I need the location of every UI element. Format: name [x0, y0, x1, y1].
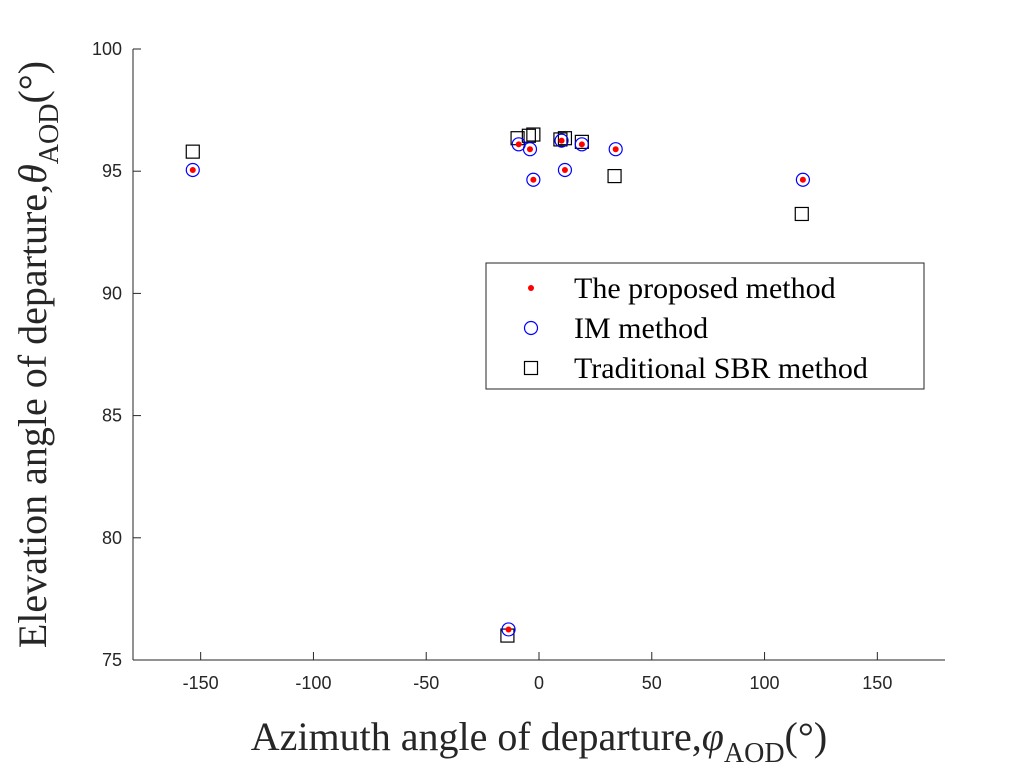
series-dot	[189, 137, 806, 633]
circle-point	[795, 172, 811, 187]
circle-point	[554, 133, 569, 148]
dot-point	[515, 141, 522, 148]
dot-point	[189, 166, 196, 173]
x-axis-label: Azimuth angle of departure,φAOD(°)	[251, 714, 827, 769]
legend-circle-icon	[523, 320, 539, 336]
data-marks	[185, 127, 811, 643]
dot-point	[558, 137, 565, 144]
legend-label: IM method	[574, 312, 708, 345]
x-tick-label: 100	[750, 673, 780, 693]
dot-point	[526, 146, 533, 153]
square-point	[185, 144, 200, 159]
legend: The proposed method IM method Traditional …	[485, 262, 925, 390]
legend-label: The proposed method	[574, 272, 836, 305]
circle-point	[608, 142, 623, 157]
x-tick-label: 150	[862, 673, 892, 693]
circle-point	[522, 142, 538, 157]
square-point	[607, 168, 622, 184]
x-tick-label: 50	[642, 673, 662, 693]
dot-point	[561, 166, 568, 173]
x-tick-label: 0	[534, 673, 544, 693]
square-point	[526, 127, 541, 142]
y-tick-label: 80	[102, 528, 122, 548]
dot-point	[612, 146, 619, 153]
circle-point	[501, 622, 516, 637]
y-axis-label: Elevation angle of departure,θAOD(°)	[10, 61, 65, 648]
x-tick-label: -50	[413, 673, 439, 693]
circle-point	[574, 137, 589, 152]
dot-point	[799, 176, 806, 183]
circle-point	[557, 162, 573, 178]
dot-point	[578, 141, 585, 148]
legend-dot-icon	[528, 285, 534, 291]
circle-point	[185, 162, 200, 178]
legend-item: IM method	[523, 312, 708, 345]
x-tick-label: -150	[183, 673, 219, 693]
y-tick-label: 85	[102, 406, 122, 426]
x-axis-ticks: -150 -100 -50 0 50 100 150	[183, 652, 892, 693]
x-tick-label: -100	[295, 673, 331, 693]
legend-item: Traditional SBR method	[523, 352, 868, 385]
dot-point	[530, 176, 537, 183]
circle-point	[526, 172, 541, 187]
legend-item: The proposed method	[528, 272, 836, 305]
square-point	[553, 132, 568, 147]
square-point	[557, 131, 573, 146]
y-tick-label: 90	[102, 283, 122, 303]
y-tick-label: 100	[92, 39, 122, 59]
legend-box	[485, 262, 925, 390]
y-tick-label: 95	[102, 161, 122, 181]
legend-label: Traditional SBR method	[574, 352, 868, 385]
legend-square-icon	[523, 360, 539, 376]
dot-point	[505, 626, 512, 633]
y-axis-ticks: 75 80 85 90 95 100	[92, 39, 141, 670]
series-circle	[185, 133, 811, 637]
square-point	[794, 206, 809, 222]
y-tick-label: 75	[102, 650, 122, 670]
